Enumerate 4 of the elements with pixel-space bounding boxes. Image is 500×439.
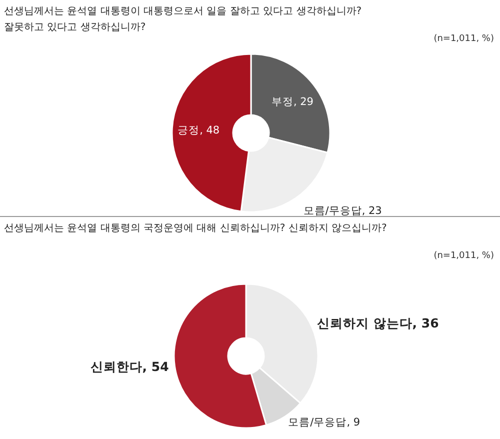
text: (n=1,011, %) bbox=[434, 251, 494, 261]
chart-title: 선생님께서는 윤석열 대통령의 국정운영에 대해 신뢰하십니까? 신뢰하지 않으십니까? bbox=[4, 222, 388, 236]
chart-title: 선생님께서는 윤석열 대통령이 대통령으로서 일을 잘하고 있다고 생각하십니까? 잘못하고 있다고 생각하십니까? bbox=[4, 5, 363, 35]
text: (n=1,011, %) bbox=[434, 34, 494, 44]
